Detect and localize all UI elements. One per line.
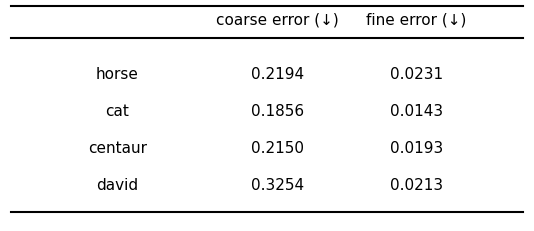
Text: cat: cat [106,103,129,118]
Text: horse: horse [96,67,139,81]
Text: 0.3254: 0.3254 [251,177,304,192]
Text: 0.0213: 0.0213 [390,177,443,192]
Text: coarse error (↓): coarse error (↓) [216,13,339,28]
Text: 0.2194: 0.2194 [251,67,304,81]
Text: 0.0231: 0.0231 [390,67,443,81]
Text: david: david [97,177,138,192]
Text: centaur: centaur [88,140,147,155]
Text: 0.0143: 0.0143 [390,103,443,118]
Text: fine error (↓): fine error (↓) [366,13,467,28]
Text: 0.2150: 0.2150 [251,140,304,155]
Text: 0.1856: 0.1856 [251,103,304,118]
Text: 0.0193: 0.0193 [390,140,443,155]
